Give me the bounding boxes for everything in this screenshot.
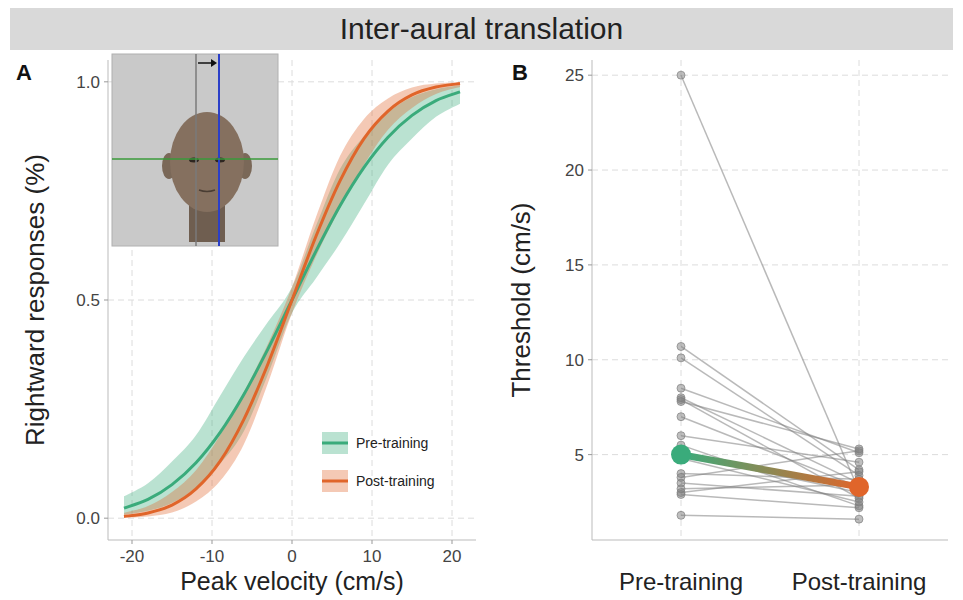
- subject-point: [677, 342, 685, 350]
- grid-line: [592, 264, 948, 265]
- subject-line: [681, 417, 859, 487]
- y-tick-label: 10: [565, 351, 584, 370]
- horizon-line: [112, 158, 278, 160]
- y-tick-label: 20: [565, 161, 584, 180]
- mean-line: [681, 455, 859, 487]
- figure: Inter-aural translation 0.0 0.5 1.0 -20 -10 0 1…: [0, 0, 963, 600]
- x-axis-title: Peak velocity (cm/s): [180, 567, 404, 595]
- legend: Pre-training Post-training: [322, 432, 435, 492]
- x-tick-label: -20: [120, 547, 145, 566]
- subject-point: [855, 515, 863, 523]
- marks: [671, 71, 869, 523]
- confidence-band: [124, 82, 460, 517]
- legend-line: [322, 480, 348, 483]
- y-tick-label: 0.0: [76, 509, 100, 528]
- tick: [452, 540, 453, 544]
- x-tick-label: Post-training: [792, 568, 927, 595]
- inset-bg: [112, 54, 278, 246]
- figure-title: Inter-aural translation: [340, 12, 623, 45]
- tick: [104, 81, 108, 82]
- subject-point: [677, 413, 685, 421]
- subject-point: [677, 511, 685, 519]
- subject-point: [677, 71, 685, 79]
- head: [170, 112, 244, 212]
- panel-letter: B: [512, 60, 528, 85]
- marks: [124, 82, 460, 517]
- panel-a: 0.0 0.5 1.0 -20 -10 0 10 20 Peak velocity (cm/s)…: [16, 54, 476, 595]
- legend-line: [322, 442, 348, 445]
- y-tick-label: 1.0: [76, 73, 100, 92]
- ref-line: [195, 54, 197, 246]
- x-tick-label: -10: [200, 547, 225, 566]
- grid-line: [108, 518, 476, 519]
- panel-letter: A: [16, 60, 32, 85]
- header-band: [10, 8, 953, 50]
- grid-line: [592, 454, 948, 455]
- shift-line: [218, 54, 220, 246]
- mean-point: [671, 445, 691, 465]
- y-tick-label: 15: [565, 256, 584, 275]
- subject-point: [677, 354, 685, 362]
- x-tick-label: 0: [287, 547, 296, 566]
- subject-line: [681, 402, 859, 449]
- x-tick-label: Pre-training: [619, 568, 743, 595]
- x-axis-line: [592, 540, 948, 541]
- subject-point: [677, 490, 685, 498]
- subject-point: [855, 504, 863, 512]
- tick: [588, 454, 592, 455]
- page: {"title": "Inter-aural translation", "ch…: [0, 0, 963, 600]
- subject-point: [855, 468, 863, 476]
- tick: [588, 359, 592, 360]
- tick: [372, 540, 373, 544]
- subject-line: [681, 75, 859, 490]
- legend-swatch: [322, 432, 348, 454]
- y-tick-label: 0.5: [76, 291, 100, 310]
- subject-line: [681, 494, 859, 507]
- subject-line: [681, 515, 859, 519]
- tick: [104, 518, 108, 519]
- tick: [212, 540, 213, 544]
- grid-line: [681, 60, 682, 540]
- y-tick-label: 25: [565, 66, 584, 85]
- legend-swatch: [322, 470, 348, 492]
- tick: [588, 264, 592, 265]
- y-axis-title: Threshold (cm/s): [506, 202, 536, 397]
- tick: [104, 300, 108, 301]
- tick: [588, 170, 592, 171]
- subject-line: [681, 400, 859, 499]
- y-axis-line: [592, 60, 593, 540]
- grid-line: [592, 75, 948, 76]
- curve: [124, 84, 460, 517]
- arrow-head: [211, 59, 217, 67]
- grid-line: [592, 359, 948, 360]
- subject-point: [677, 398, 685, 406]
- inset: [112, 54, 278, 246]
- y-tick-label: 5: [575, 446, 584, 465]
- tick: [132, 540, 133, 544]
- legend-label: Pre-training: [356, 435, 428, 451]
- subject-point: [855, 447, 863, 455]
- grid-line: [592, 170, 948, 171]
- mouth: [199, 190, 215, 192]
- subject-point: [677, 432, 685, 440]
- subject-point: [677, 384, 685, 392]
- tick: [588, 75, 592, 76]
- legend-label: Post-training: [356, 473, 435, 489]
- subject-line: [681, 388, 859, 453]
- grid-line: [452, 60, 453, 540]
- tick: [292, 540, 293, 544]
- panel-b: 5 10 15 20 25 Pre-training Post-training Thresh…: [506, 60, 948, 595]
- subject-point: [855, 458, 863, 466]
- mean-point: [849, 477, 869, 497]
- y-axis-title: Rightward responses (%): [20, 154, 50, 446]
- x-tick-label: 20: [443, 547, 462, 566]
- x-tick-label: 10: [363, 547, 382, 566]
